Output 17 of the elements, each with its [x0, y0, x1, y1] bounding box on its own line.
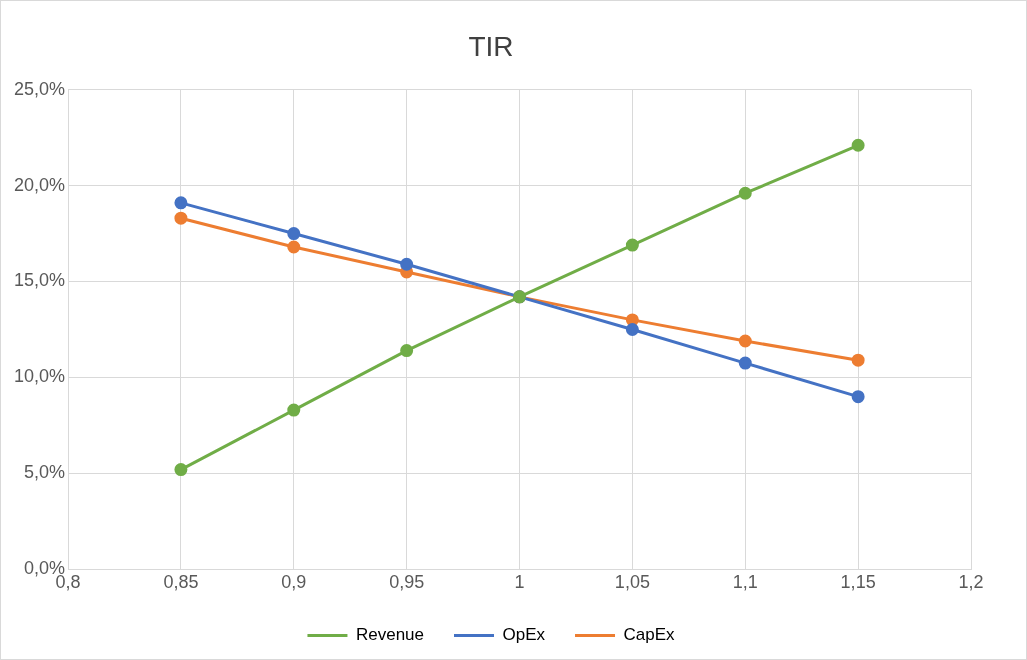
x-tick-label: 0,95 — [389, 572, 425, 593]
y-tick-label: 25,0% — [13, 78, 66, 99]
x-tick-label: 1,2 — [958, 572, 984, 593]
y-tick-label: 5,0% — [24, 462, 66, 483]
x-tick-label: 0,85 — [163, 572, 199, 593]
y-tick-label: 15,0% — [13, 270, 66, 291]
x-tick-label: 0,9 — [281, 572, 307, 593]
legend-label: Revenue — [355, 625, 425, 645]
x-tick-label: 1,05 — [614, 572, 650, 593]
x-tick-label: 1,15 — [840, 572, 876, 593]
x-tick-label: 1,1 — [732, 572, 758, 593]
legend-label: CapEx — [623, 625, 676, 645]
x-tick-label: 1 — [514, 572, 525, 593]
y-tick-label: 10,0% — [13, 366, 66, 387]
y-tick-label: 20,0% — [13, 174, 66, 195]
chart-title: TIR — [468, 30, 514, 62]
legend-label: OpEx — [502, 625, 546, 645]
